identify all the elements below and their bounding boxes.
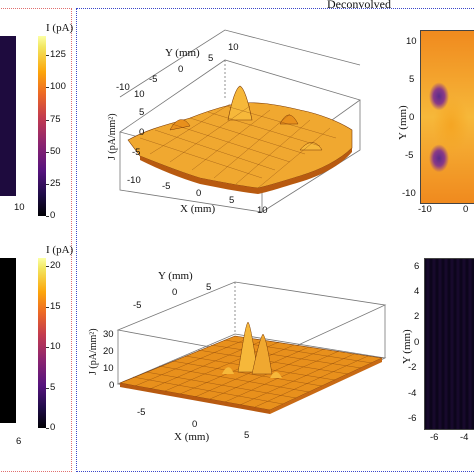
colorbar-tick-mark: [46, 183, 49, 185]
top-surface-y-tick: 5: [208, 53, 214, 64]
bottom-right-y-tick: 6: [414, 261, 420, 272]
top-right-x-tick: 0: [463, 204, 469, 215]
top-surface-y-tick: -5: [149, 74, 158, 85]
top-surface-z-tick: 0: [139, 127, 145, 138]
colorbar-tick-label: 50: [50, 145, 61, 157]
top-surface-z-tick: -5: [132, 147, 141, 158]
bottom-right-heatmap: [424, 258, 474, 430]
top-surface-x-axis-label: X (mm): [180, 203, 216, 215]
top-left-heatmap: [0, 36, 16, 196]
colorbar-tick-mark: [46, 306, 49, 308]
bottom-left-x-tick: 6: [16, 436, 22, 447]
bottom-right-x-tick: -4: [460, 432, 469, 443]
top-right-heatmap: [420, 30, 474, 204]
top-surface-x-tick: 5: [229, 195, 235, 206]
top-surface-y-tick: 10: [228, 42, 239, 53]
colorbar-tick-mark: [46, 428, 49, 429]
bottom-right-y-tick: -6: [408, 413, 417, 424]
bottom-surface-z-tick: 30: [103, 329, 114, 340]
top-right-y-tick: 0: [409, 112, 415, 123]
colorbar-tick-label: 75: [50, 113, 61, 125]
bottom-surface-x-tick: 0: [192, 419, 198, 430]
bottom-right-y-tick: -4: [408, 388, 417, 399]
bottom-left-heatmap: [0, 258, 16, 423]
top-surface-y-axis-label: Y (mm): [165, 47, 200, 59]
bottom-right-y-tick: 2: [414, 311, 420, 322]
colorbar-tick-mark: [46, 387, 49, 389]
bottom-right-y-tick: 0: [414, 337, 420, 348]
colorbar-tick-label: 10: [50, 341, 61, 353]
colorbar-tick-mark: [46, 266, 49, 268]
top-colorbar-unit: I (pA): [46, 22, 74, 34]
top-right-y-axis-label: Y (mm): [397, 105, 409, 140]
top-right-y-tick: -5: [405, 150, 414, 161]
colorbar-tick-mark: [46, 216, 49, 217]
colorbar-tick-label: 0: [50, 422, 56, 433]
left-panel-frame: [0, 8, 72, 472]
bottom-surface-z-tick: 0: [109, 380, 115, 391]
colorbar-tick-mark: [46, 151, 49, 153]
colorbar-tick-mark: [46, 347, 49, 349]
bottom-surface-x-tick: 5: [244, 430, 250, 441]
top-surface-y-tick: 0: [178, 64, 184, 75]
bottom-right-x-tick: -6: [430, 432, 439, 443]
colorbar-tick-label: 20: [50, 260, 61, 272]
bottom-colorbar-unit: I (pA): [46, 244, 74, 256]
colorbar-tick-mark: [46, 119, 49, 121]
colorbar-tick-mark: [46, 87, 49, 89]
bottom-surface-y-tick: 5: [206, 282, 212, 293]
bottom-surface-y-axis-label: Y (mm): [158, 270, 193, 282]
bottom-right-y-tick: 4: [414, 286, 420, 297]
colorbar-tick-label: 25: [50, 177, 61, 189]
top-surface-x-tick: -5: [162, 181, 171, 192]
bottom-right-y-tick: -2: [408, 362, 417, 373]
bottom-surface-x-axis-label: X (mm): [174, 431, 210, 443]
top-left-x-tick: 10: [14, 202, 25, 213]
bottom-surface-z-tick: 20: [103, 346, 114, 357]
bottom-surface-z-tick: 10: [103, 363, 114, 374]
bottom-right-y-axis-label: Y (mm): [401, 329, 413, 364]
top-surface-y-tick: -10: [116, 82, 130, 93]
bottom-surface-y-tick: -5: [133, 300, 142, 311]
top-surface-z-tick: 5: [139, 107, 145, 118]
bottom-colorbar: [38, 258, 46, 428]
top-colorbar: [38, 36, 46, 216]
top-surface-x-tick: 10: [257, 205, 268, 216]
top-right-y-tick: -10: [402, 188, 416, 199]
colorbar-tick-label: 5: [50, 381, 56, 393]
top-surface-x-tick: 0: [196, 188, 202, 199]
top-surface-z-tick: 10: [134, 89, 145, 100]
colorbar-tick-label: 0: [50, 210, 56, 221]
deconvolved-title: Deconvolved: [327, 0, 391, 11]
top-right-x-tick: -10: [418, 204, 432, 215]
top-right-y-tick: 10: [406, 36, 417, 47]
bottom-surface-x-tick: -5: [137, 407, 146, 418]
colorbar-tick-label: 125: [50, 49, 66, 61]
colorbar-tick-label: 15: [50, 300, 61, 312]
top-surface-x-tick: -10: [127, 175, 141, 186]
bottom-surface-z-axis-label: J (pA/mm²): [88, 328, 99, 375]
colorbar-tick-mark: [46, 55, 49, 57]
center-panel-frame: [76, 8, 474, 472]
bottom-surface-y-tick: 0: [172, 287, 178, 298]
colorbar-tick-label: 100: [50, 81, 66, 93]
top-right-y-tick: 5: [409, 74, 415, 85]
